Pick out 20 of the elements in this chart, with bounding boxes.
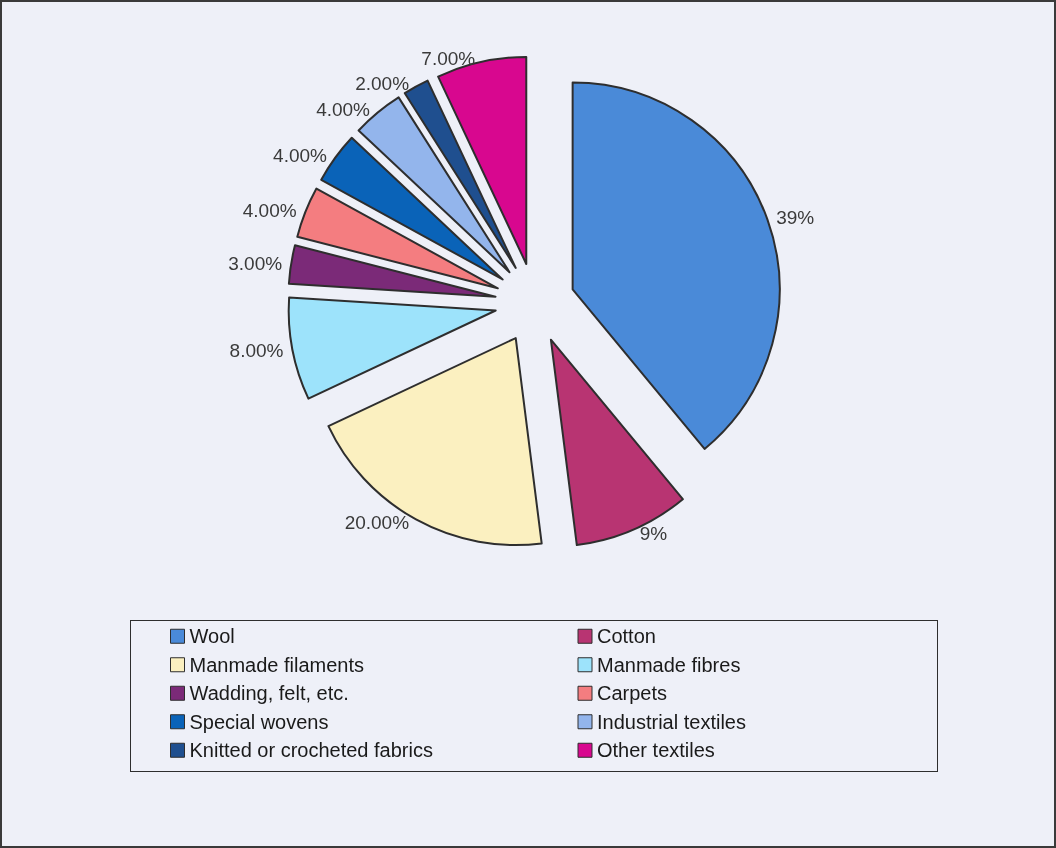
legend-label: Wadding, felt, etc. xyxy=(189,682,349,705)
legend-label: Cotton xyxy=(597,625,656,648)
legend-label: Special wovens xyxy=(189,710,329,733)
data-label: 39% xyxy=(776,207,815,229)
data-label: 7.00% xyxy=(421,47,476,69)
data-label: 2.00% xyxy=(355,72,410,94)
data-label: 4.00% xyxy=(316,99,371,121)
data-label: 3.00% xyxy=(228,253,283,275)
legend-label: Other textiles xyxy=(597,739,715,762)
data-label: 8.00% xyxy=(229,339,284,361)
data-label: 9% xyxy=(639,522,668,544)
data-label: 4.00% xyxy=(242,200,297,222)
legend-label: Manmade filaments xyxy=(189,653,365,676)
legend-label: Industrial textiles xyxy=(597,710,746,733)
legend-label: Knitted or crocheted fabrics xyxy=(189,739,433,762)
legend-label: Carpets xyxy=(597,682,668,705)
legend-label: Wool xyxy=(189,625,235,648)
legend-label: Manmade fibres xyxy=(597,653,741,676)
data-label: 20.00% xyxy=(344,512,410,534)
data-label: 4.00% xyxy=(273,144,328,166)
